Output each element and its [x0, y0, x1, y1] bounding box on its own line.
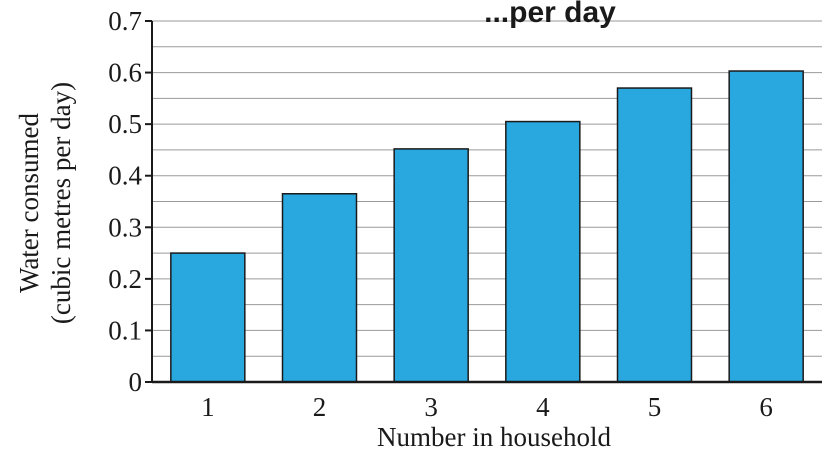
x-tick-label: 6	[759, 392, 773, 422]
bar-3	[393, 148, 469, 383]
axes	[145, 20, 822, 384]
x-tick-label: 2	[313, 392, 327, 422]
y-tick-labels: 0 0.1 0.2 0.3 0.4 0.5 0.6 0.7	[108, 6, 142, 397]
bar-6	[728, 70, 804, 383]
y-axis-title-line-1: Water consumed	[14, 112, 44, 293]
y-tick-label: 0.7	[108, 6, 142, 36]
x-axis-title: Number in household	[377, 422, 611, 450]
bar-1	[170, 252, 246, 383]
x-tick-label: 1	[201, 392, 215, 422]
y-tick-label: 0.4	[108, 161, 142, 191]
y-tick-label: 0.5	[108, 109, 142, 139]
y-tick-label: 0.2	[108, 264, 142, 294]
y-tick-label: 0.1	[108, 315, 142, 345]
bars	[170, 70, 804, 383]
x-tick-label: 5	[648, 392, 662, 422]
y-tick-label: 0	[129, 367, 143, 397]
chart-title: ...per day	[484, 0, 616, 29]
y-axis-title-line-2: (cubic metres per day)	[46, 82, 76, 324]
bar-2	[281, 193, 358, 383]
x-tick-labels: 1 2 3 4 5 6	[201, 392, 773, 422]
y-tick-label: 0.6	[108, 58, 142, 88]
gridlines	[152, 20, 822, 357]
bar-5	[616, 87, 693, 383]
bar-4	[505, 120, 581, 383]
y-tick-label: 0.3	[108, 212, 142, 242]
x-tick-label: 3	[424, 392, 438, 422]
x-tick-label: 4	[536, 392, 550, 422]
